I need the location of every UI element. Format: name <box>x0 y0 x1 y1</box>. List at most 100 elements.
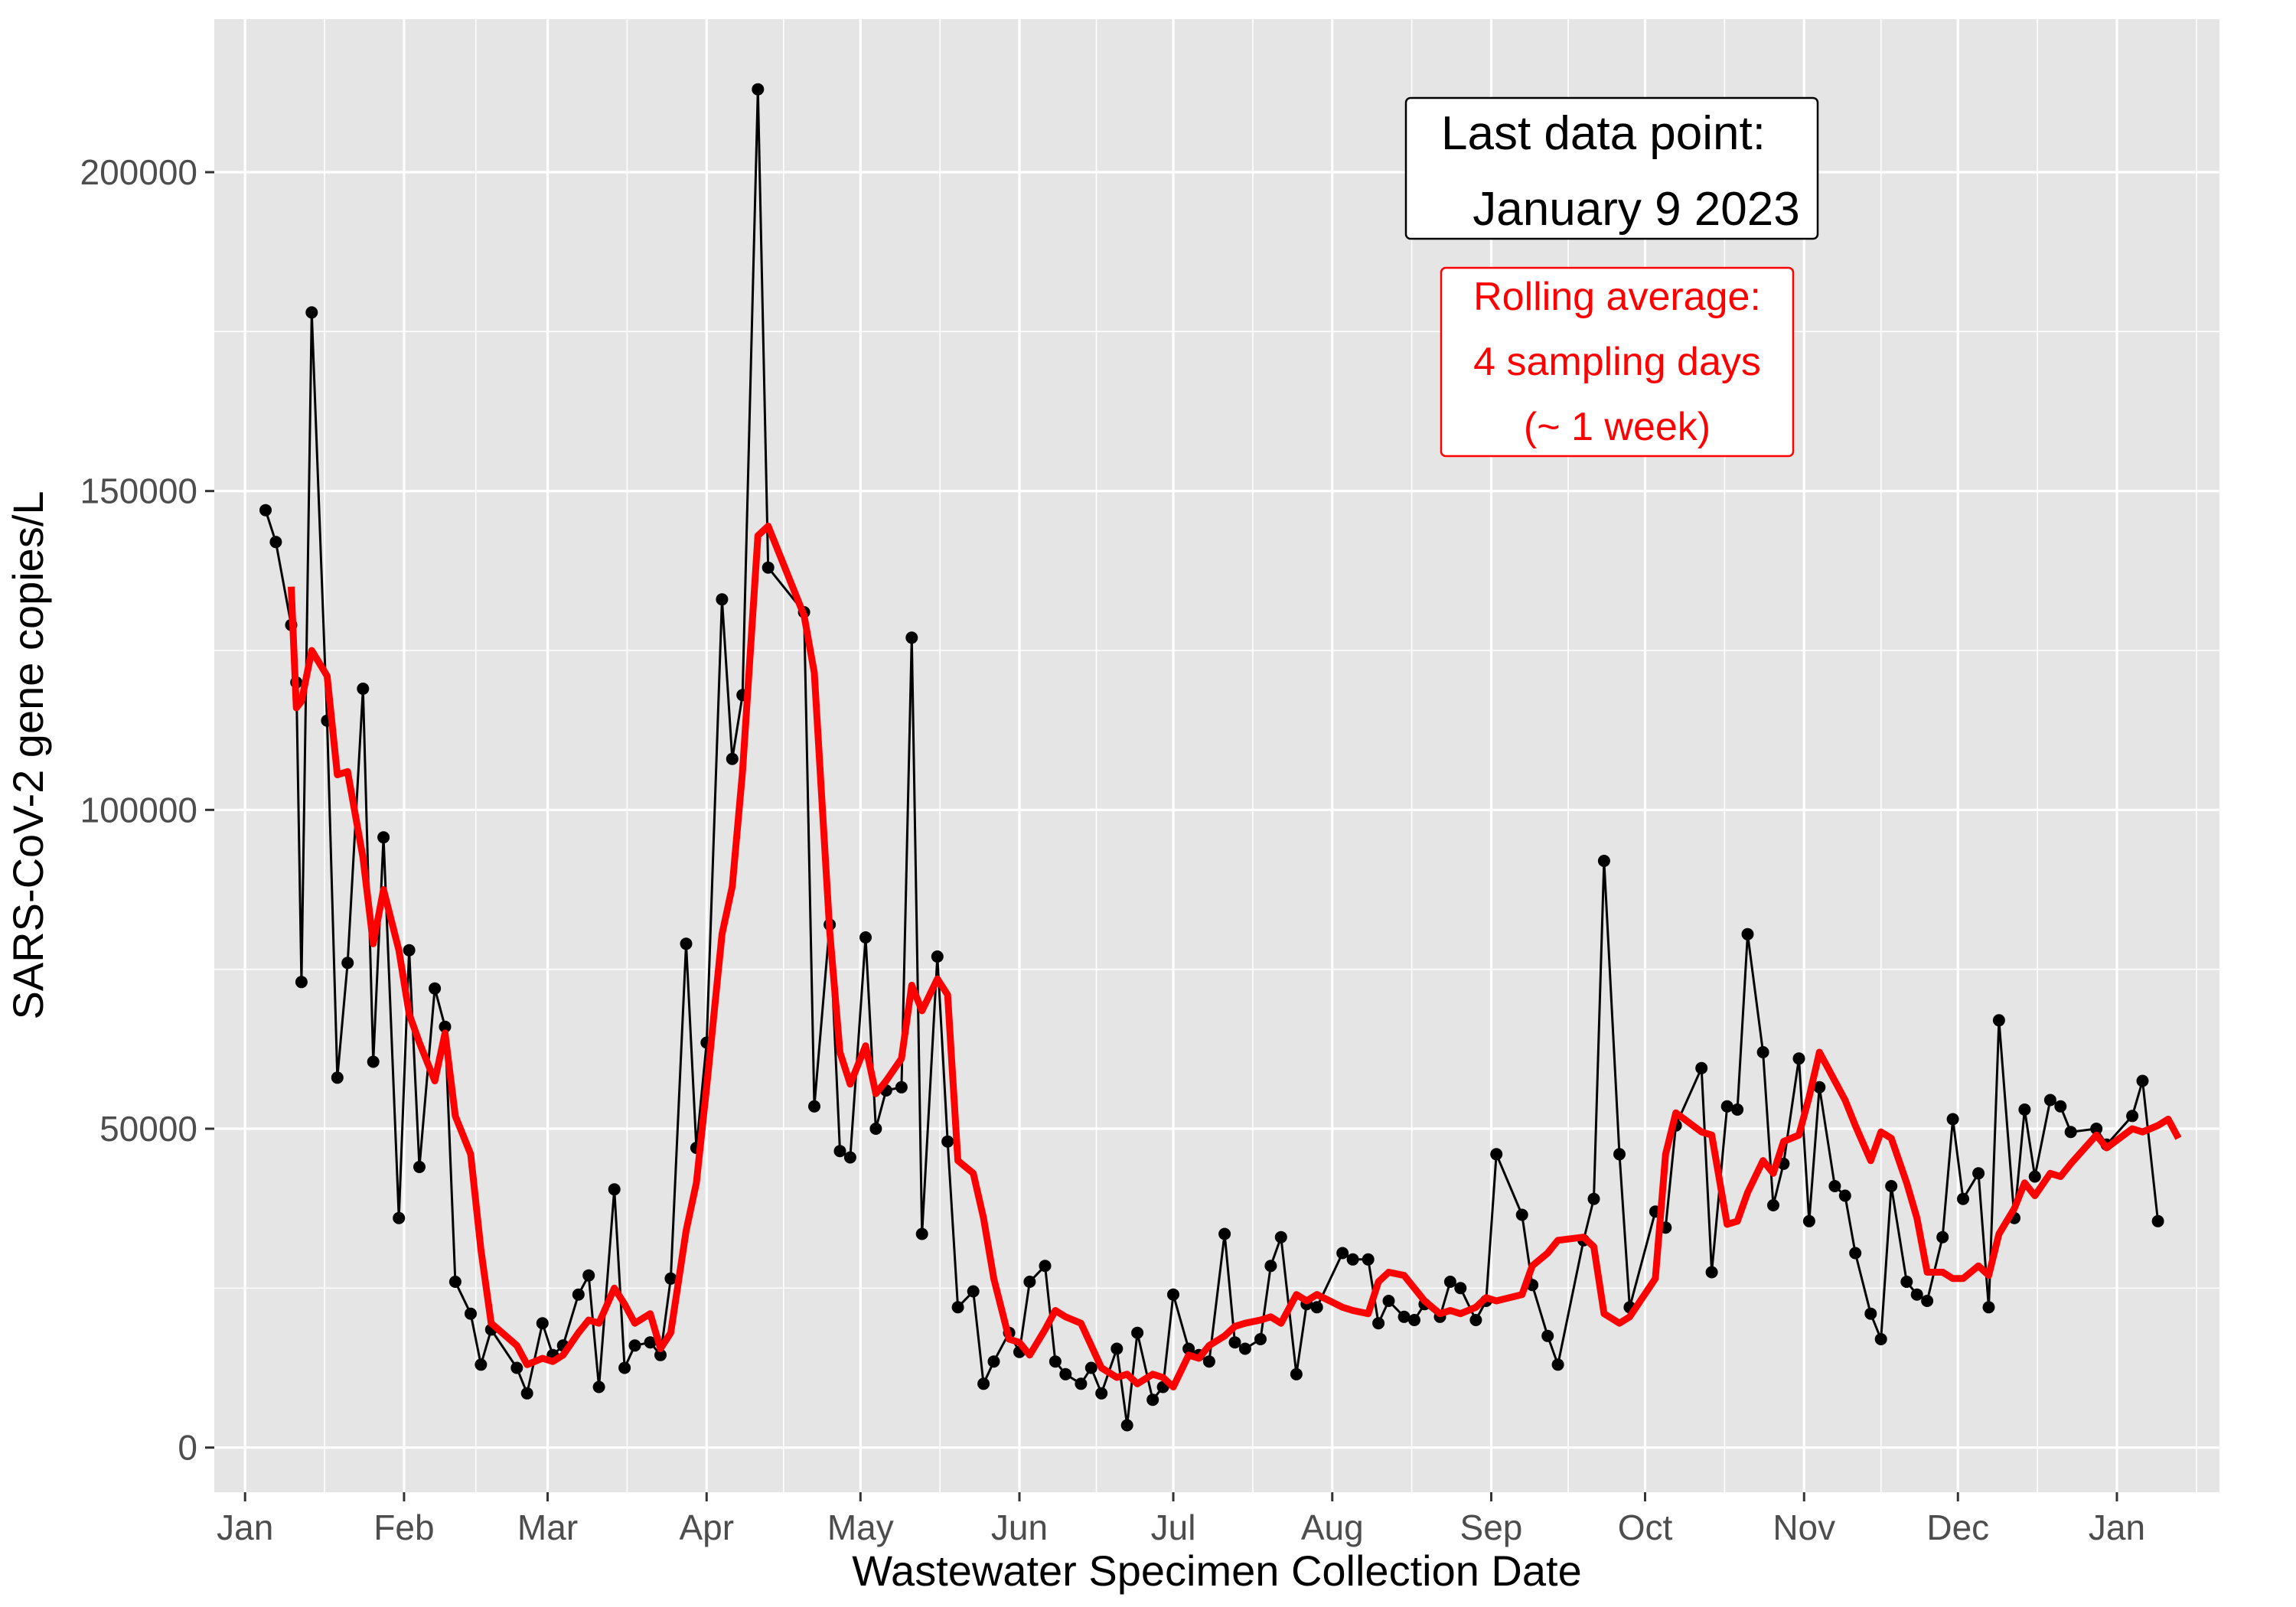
data-point <box>259 504 272 517</box>
data-point <box>305 306 318 319</box>
data-point <box>1946 1113 1959 1126</box>
data-point <box>1146 1393 1159 1407</box>
data-point <box>536 1317 549 1330</box>
data-point <box>448 1276 461 1288</box>
data-point <box>1587 1192 1600 1205</box>
data-point <box>357 683 370 695</box>
data-point <box>1874 1333 1887 1345</box>
rolling-average-line <box>288 523 2182 1390</box>
data-point <box>1075 1377 1088 1390</box>
y-tick-label: 50000 <box>99 1109 197 1149</box>
data-point <box>859 931 872 944</box>
x-tick-label: Aug <box>1301 1508 1364 1547</box>
data-point <box>1972 1167 1985 1180</box>
data-point <box>967 1285 980 1298</box>
data-point <box>1336 1247 1349 1260</box>
x-tick-label: Oct <box>1618 1508 1673 1547</box>
data-point <box>2054 1100 2067 1113</box>
data-point <box>1613 1148 1626 1161</box>
data-point <box>377 831 390 844</box>
data-point <box>895 1081 908 1094</box>
data-point <box>1838 1189 1851 1202</box>
x-tick-label: Nov <box>1773 1508 1835 1547</box>
annotation-rolling-average-box <box>1440 266 1795 458</box>
annotation-rolling-average-line-1: Rolling average: <box>1473 275 1761 319</box>
data-point <box>1084 1361 1097 1374</box>
annotation-last-data-point: Last data point: January 9 2023 <box>1404 96 1819 240</box>
data-point <box>628 1339 641 1352</box>
data-point <box>2090 1123 2103 1135</box>
data-point <box>1382 1295 1395 1307</box>
data-point <box>2043 1094 2056 1107</box>
data-point <box>987 1355 1000 1368</box>
data-point <box>941 1135 954 1148</box>
data-point <box>1264 1260 1277 1273</box>
data-point <box>1228 1336 1241 1349</box>
data-point <box>931 950 944 963</box>
data-point <box>520 1387 533 1400</box>
data-point <box>510 1361 523 1374</box>
data-point <box>2126 1110 2139 1123</box>
major-gridlines <box>214 19 2219 1492</box>
data-point <box>1023 1276 1036 1288</box>
data-point <box>1372 1317 1385 1330</box>
data-point <box>1131 1326 1144 1339</box>
series-layer <box>259 83 2182 1432</box>
y-tick-label: 200000 <box>80 152 198 192</box>
data-point <box>2151 1214 2164 1227</box>
data-point <box>1039 1260 1052 1273</box>
data-point <box>644 1336 657 1349</box>
data-point <box>1936 1231 1949 1244</box>
x-axis: Jan Feb Mar Apr May Jun Jul Aug Sep Oct Nov Dec Jan <box>217 1492 2145 1547</box>
data-point <box>582 1269 595 1282</box>
x-axis-title: Wastewater Specimen Collection Date <box>852 1547 1581 1595</box>
x-tick-label: Dec <box>1926 1508 1989 1547</box>
x-tick-label: Jan <box>2089 1508 2145 1547</box>
data-point <box>2018 1103 2031 1116</box>
data-point <box>1705 1266 1718 1279</box>
y-tick-label: 150000 <box>80 471 198 511</box>
data-point <box>1049 1355 1062 1368</box>
data-point <box>1767 1199 1779 1211</box>
x-tick-label: Apr <box>679 1508 734 1547</box>
data-point <box>1490 1148 1503 1161</box>
x-tick-label: Sep <box>1460 1508 1523 1547</box>
data-point <box>1731 1103 1744 1116</box>
data-point <box>1828 1180 1841 1192</box>
data-point <box>331 1071 344 1084</box>
data-point <box>429 982 442 995</box>
data-point <box>1741 927 1754 940</box>
plot-panel <box>214 19 2219 1492</box>
data-point <box>341 957 354 970</box>
data-point <box>1597 855 1610 867</box>
data-point <box>654 1348 667 1361</box>
annotation-last-data-point-box <box>1404 96 1819 240</box>
data-point <box>1957 1192 1969 1205</box>
data-point <box>608 1183 621 1196</box>
data-point <box>1059 1367 1072 1380</box>
data-point <box>1397 1310 1411 1323</box>
data-point <box>1695 1061 1708 1074</box>
data-point <box>762 561 775 574</box>
data-point <box>1885 1180 1898 1192</box>
data-point <box>1202 1355 1215 1368</box>
data-point <box>1095 1387 1108 1400</box>
y-axis-title: SARS-CoV-2 gene copies/L <box>4 491 52 1019</box>
data-point <box>403 944 416 957</box>
data-point <box>1362 1253 1375 1266</box>
data-point <box>413 1161 426 1173</box>
data-point <box>1849 1247 1862 1260</box>
data-point <box>1910 1288 1923 1301</box>
y-tick-label: 0 <box>178 1428 197 1468</box>
data-point <box>1802 1214 1815 1227</box>
data-point <box>1720 1100 1733 1113</box>
data-point <box>1813 1081 1826 1094</box>
data-point <box>572 1288 585 1301</box>
data-point <box>1756 1046 1769 1058</box>
data-point <box>1182 1342 1195 1355</box>
data-point <box>1900 1276 1913 1288</box>
data-point <box>367 1055 380 1068</box>
data-point <box>977 1377 990 1390</box>
data-point <box>905 631 918 644</box>
